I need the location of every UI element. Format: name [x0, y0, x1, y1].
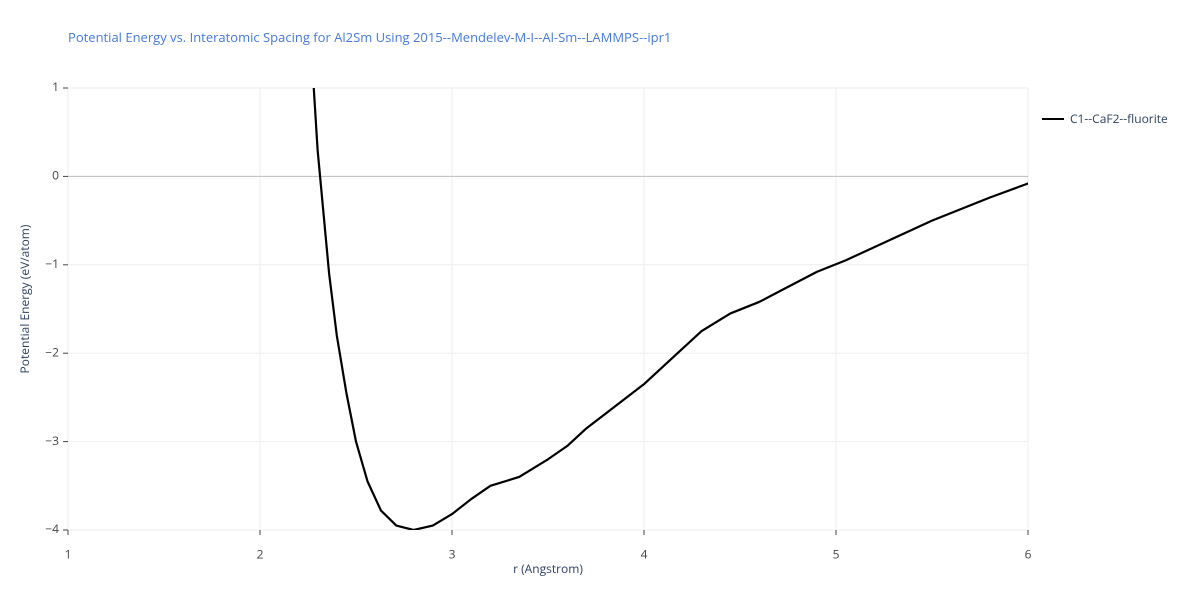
legend-swatch: [1042, 118, 1064, 120]
plot-svg: 123456−4−3−2−101: [0, 0, 1200, 600]
grid-layer: [68, 88, 1028, 530]
y-axis-title: Potential Energy (eV/atom): [16, 199, 33, 399]
x-axis-title: r (Angstrom): [68, 560, 1028, 577]
svg-text:0: 0: [52, 167, 59, 184]
svg-text:−4: −4: [45, 520, 59, 537]
series-layer: [314, 88, 1028, 530]
legend[interactable]: C1--CaF2--fluorite: [1042, 110, 1168, 127]
series-line[interactable]: [314, 88, 1028, 530]
chart-container: Potential Energy vs. Interatomic Spacing…: [0, 0, 1200, 600]
svg-text:−1: −1: [45, 255, 59, 272]
legend-label: C1--CaF2--fluorite: [1070, 110, 1168, 127]
svg-text:−3: −3: [45, 432, 59, 449]
svg-text:−2: −2: [45, 343, 59, 360]
ticks-layer: 123456−4−3−2−101: [45, 78, 1031, 562]
svg-text:1: 1: [52, 78, 59, 95]
